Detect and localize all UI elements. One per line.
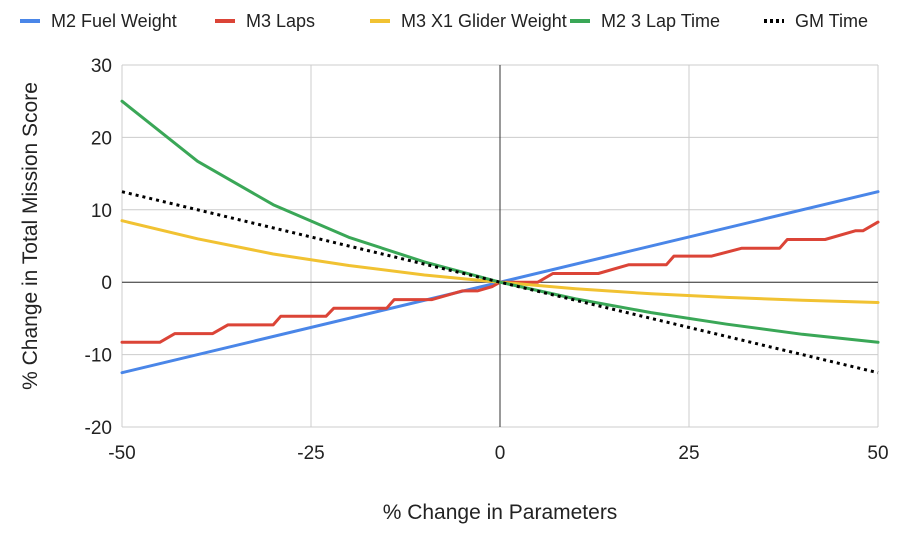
y-tick-label: -10: [85, 346, 112, 367]
y-tick-label: 20: [91, 128, 112, 149]
x-tick-label: 25: [678, 443, 699, 464]
legend-label-4: GM Time: [795, 11, 868, 31]
legend-label-0: M2 Fuel Weight: [51, 11, 177, 31]
legend-label-1: M3 Laps: [246, 11, 315, 31]
x-tick-labels: -50 -25 0 25 50: [108, 443, 888, 464]
legend-label-3: M2 3 Lap Time: [601, 11, 720, 31]
x-tick-label: -50: [108, 443, 135, 464]
y-tick-labels: 30 20 10 0 -10 -20: [85, 56, 112, 439]
y-tick-label: -20: [85, 418, 112, 439]
y-axis-title: % Change in Total Mission Score: [19, 82, 42, 390]
series-line-3: [120, 99, 880, 344]
legend-label-2: M3 X1 Glider Weight: [401, 11, 567, 31]
y-tick-label: 0: [101, 273, 112, 294]
x-tick-label: 50: [867, 443, 888, 464]
series-line-1: [120, 220, 880, 344]
x-tick-label: 0: [495, 443, 506, 464]
series-lines: [120, 99, 880, 375]
x-axis-title: % Change in Parameters: [383, 501, 618, 524]
y-tick-label: 10: [91, 201, 112, 222]
x-tick-label: -25: [297, 443, 324, 464]
y-tick-label: 30: [91, 56, 112, 77]
legend: M2 Fuel Weight M3 Laps M3 X1 Glider Weight…: [20, 11, 868, 31]
